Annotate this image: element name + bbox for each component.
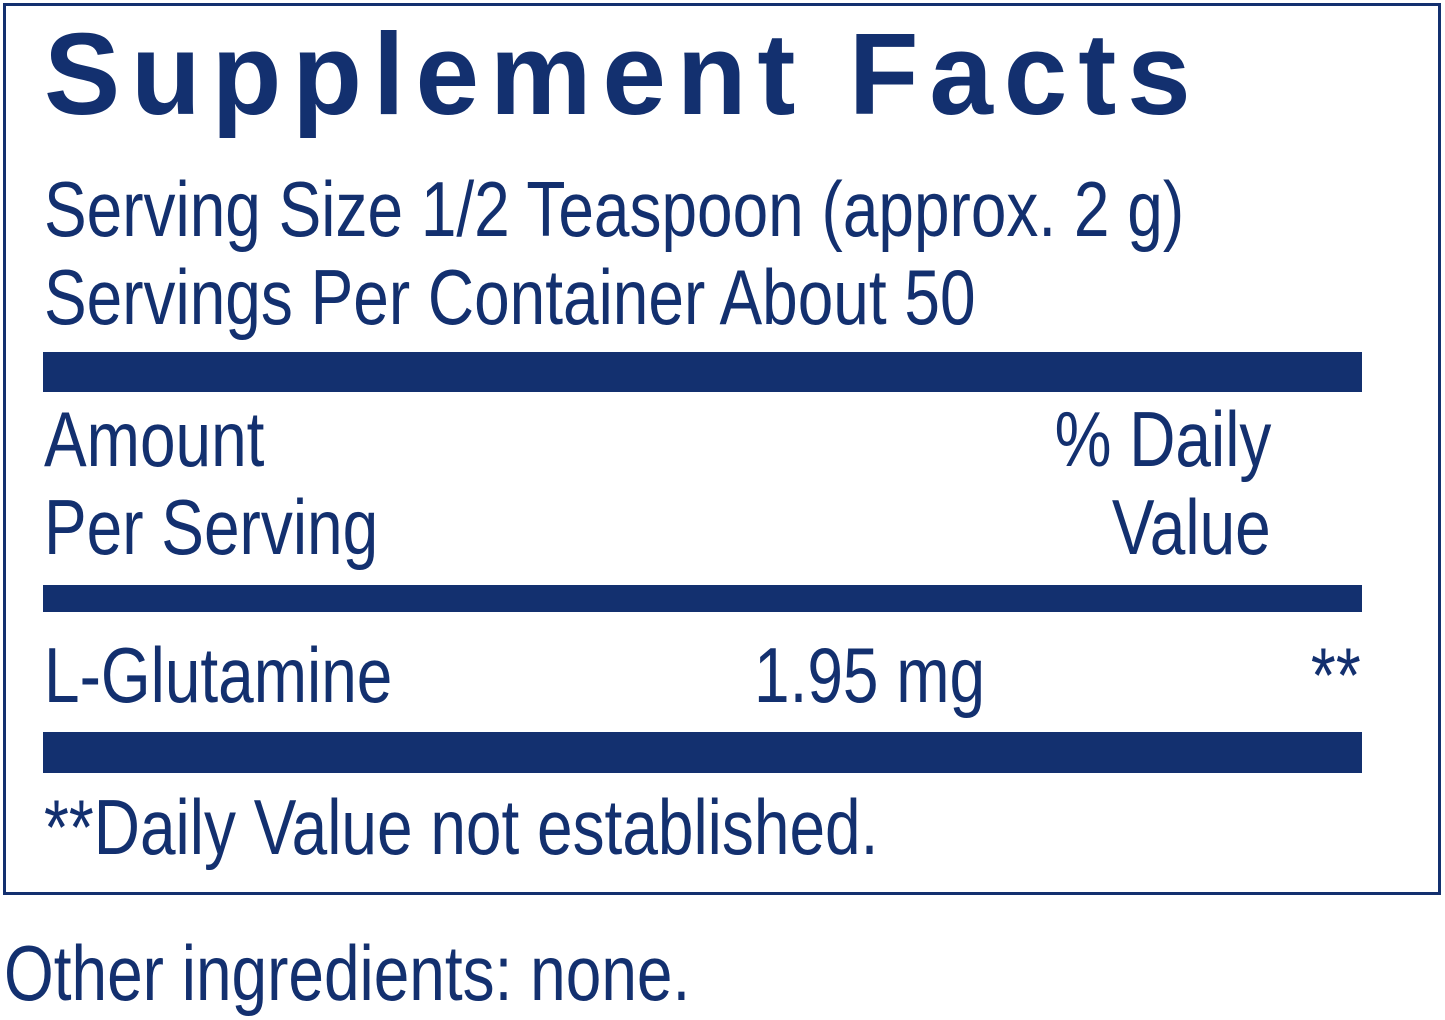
divider-medium: [43, 585, 1362, 612]
dv-header-line2: Value: [1112, 483, 1271, 571]
supplement-facts-panel: [3, 3, 1441, 895]
serving-size: Serving Size 1/2 Teaspoon (approx. 2 g): [44, 165, 1185, 253]
amount-header-line1: Amount: [44, 395, 265, 483]
divider-thick-bottom: [43, 732, 1362, 773]
ingredient-amount: 1.95 mg: [754, 631, 986, 719]
dv-header-line1: % Daily: [1054, 395, 1271, 483]
other-ingredients: Other ingredients: none.: [4, 929, 691, 1017]
servings-per-container: Servings Per Container About 50: [44, 253, 976, 341]
footnote: **Daily Value not established.: [44, 783, 879, 871]
ingredient-dv: **: [1311, 631, 1361, 719]
panel-title: Supplement Facts: [44, 9, 1202, 139]
divider-thick: [43, 352, 1362, 392]
amount-header-line2: Per Serving: [44, 483, 379, 571]
ingredient-name: L-Glutamine: [44, 631, 393, 719]
